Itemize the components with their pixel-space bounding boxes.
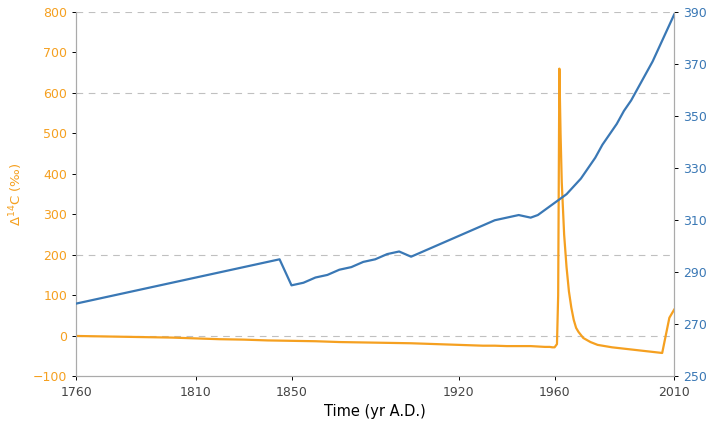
- X-axis label: Time (yr A.D.): Time (yr A.D.): [324, 404, 426, 419]
- Y-axis label: $\Delta^{14}$C ($\mathregular{‰}$): $\Delta^{14}$C ($\mathregular{‰}$): [7, 162, 24, 226]
